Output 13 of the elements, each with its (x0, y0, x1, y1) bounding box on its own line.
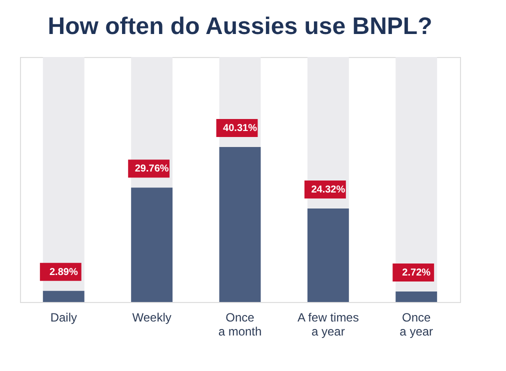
x-tick-label: A few times a year (297, 310, 359, 338)
x-tick-label: Weekly (132, 310, 172, 324)
x-tick-label: Once a month (218, 310, 262, 338)
x-tick-label: Daily (50, 310, 77, 324)
x-tick-label: Once a year (400, 310, 434, 338)
data-label: 40.31% (223, 123, 258, 134)
data-label: 29.76% (134, 164, 169, 175)
data-label: 2.89% (49, 266, 78, 278)
data-label: 2.72% (402, 268, 431, 279)
bar (396, 292, 438, 302)
bar (42, 290, 84, 302)
chart-title: How often do Aussies use BNPL? (48, 13, 432, 40)
data-label: 24.32% (311, 184, 346, 196)
